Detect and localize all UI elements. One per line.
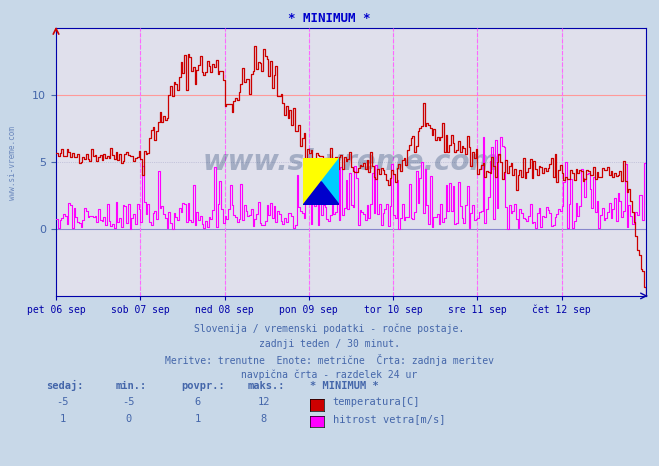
Text: 8: 8 [260, 414, 267, 424]
Text: Slovenija / vremenski podatki - ročne postaje.: Slovenija / vremenski podatki - ročne po… [194, 324, 465, 335]
Text: Meritve: trenutne  Enote: metrične  Črta: zadnja meritev: Meritve: trenutne Enote: metrične Črta: … [165, 354, 494, 366]
Polygon shape [322, 158, 339, 205]
Text: 6: 6 [194, 397, 201, 407]
Text: min.:: min.: [115, 381, 146, 391]
Polygon shape [303, 182, 339, 205]
Polygon shape [303, 158, 339, 205]
Text: 1: 1 [59, 414, 66, 424]
Text: sedaj:: sedaj: [46, 380, 84, 391]
Text: navpična črta - razdelek 24 ur: navpična črta - razdelek 24 ur [241, 369, 418, 380]
Text: temperatura[C]: temperatura[C] [333, 397, 420, 407]
Text: * MINIMUM *: * MINIMUM * [310, 381, 378, 391]
Text: maks.:: maks.: [247, 381, 285, 391]
Text: povpr.:: povpr.: [181, 381, 225, 391]
Text: * MINIMUM *: * MINIMUM * [288, 12, 371, 25]
Text: www.si-vreme.com: www.si-vreme.com [8, 126, 17, 200]
Text: 0: 0 [125, 414, 132, 424]
Text: -5: -5 [123, 397, 134, 407]
Text: zadnji teden / 30 minut.: zadnji teden / 30 minut. [259, 339, 400, 349]
Text: -5: -5 [57, 397, 69, 407]
Text: hitrost vetra[m/s]: hitrost vetra[m/s] [333, 414, 445, 424]
Text: www.si-vreme.com: www.si-vreme.com [203, 148, 499, 176]
Text: 12: 12 [258, 397, 270, 407]
Text: 1: 1 [194, 414, 201, 424]
